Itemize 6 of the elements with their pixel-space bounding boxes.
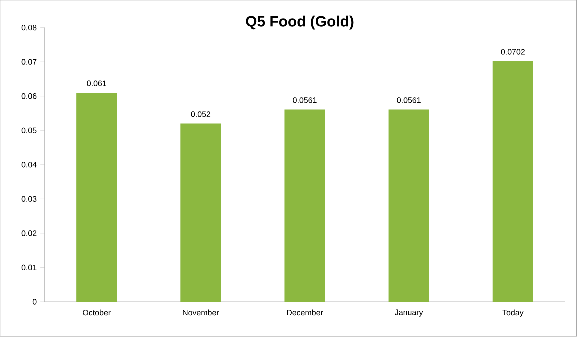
bar	[492, 61, 534, 302]
bar	[76, 93, 118, 302]
chart-title: Q5 Food (Gold)	[246, 16, 354, 30]
bar	[284, 110, 326, 302]
bar	[180, 124, 222, 302]
bar	[388, 110, 430, 302]
